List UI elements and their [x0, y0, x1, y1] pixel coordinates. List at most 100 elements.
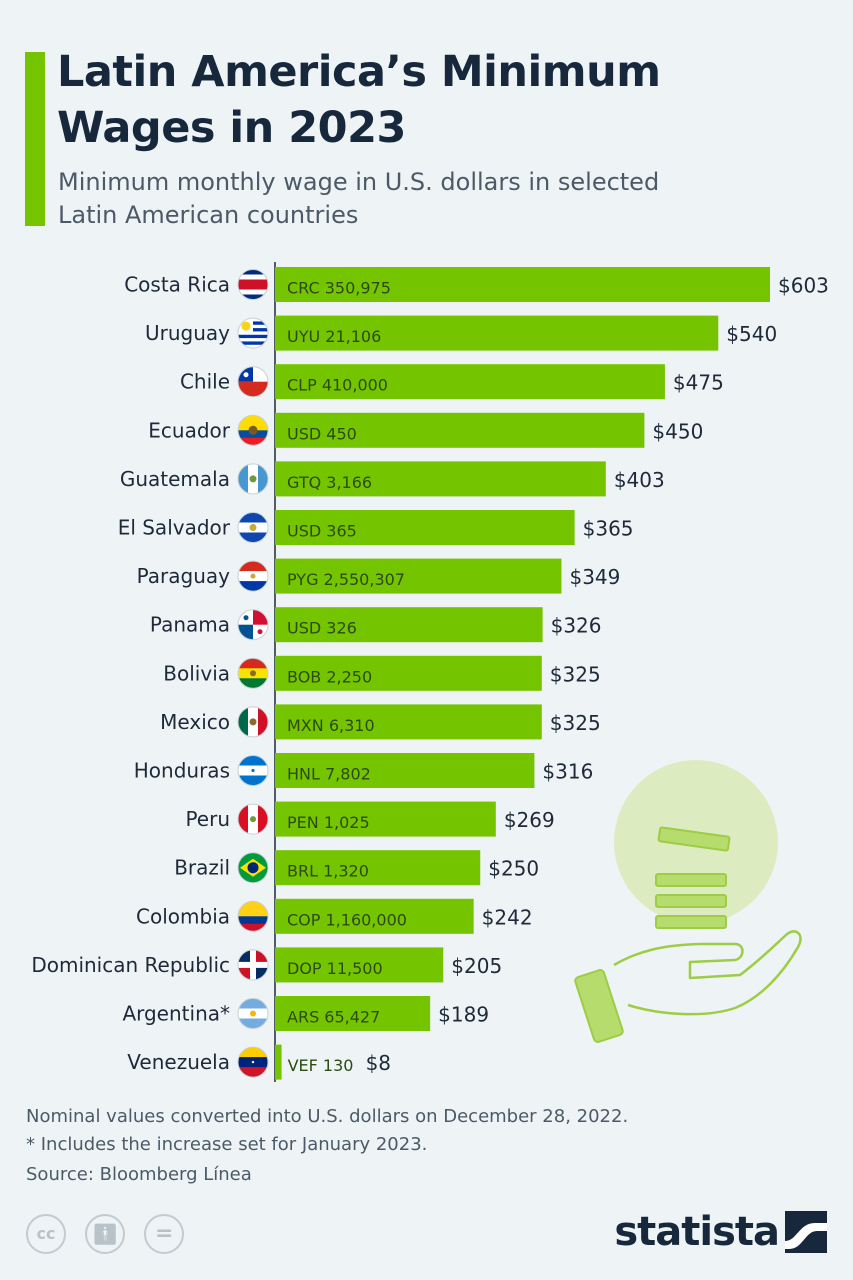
peru-flag-icon — [237, 803, 269, 835]
local-currency-label: BOB 2,250 — [287, 667, 372, 686]
creative-commons-icon[interactable]: cc — [26, 1214, 66, 1254]
paraguay-flag-icon — [237, 560, 269, 592]
value-label: $325 — [550, 662, 601, 686]
colombia-flag-icon — [237, 900, 269, 932]
category-label: Panama — [150, 613, 230, 637]
bar — [275, 996, 431, 1031]
local-currency-label: USD 365 — [287, 522, 357, 541]
bar-row: Mexico MXN 6,310 $325 — [160, 704, 601, 740]
category-label: Uruguay — [145, 321, 230, 345]
bar-row: Ecuador USD 450 $450 — [148, 412, 703, 448]
value-label: $475 — [673, 371, 724, 395]
bar — [275, 315, 719, 351]
statista-mark-icon — [785, 1211, 827, 1253]
uruguay-flag-icon — [237, 317, 269, 349]
bar-row: Uruguay UYU 21,106 $540 — [145, 315, 777, 351]
bar-row: Argentina* ARS 65,427 $189 — [122, 996, 489, 1031]
bar-row: Brazil BRL 1,320 $250 — [174, 850, 539, 886]
license-icons: cc 🚹︎ = — [26, 1214, 198, 1254]
value-label: $205 — [451, 954, 502, 978]
local-currency-label: HNL 7,802 — [287, 765, 371, 784]
bar-row: Colombia COP 1,160,000 $242 — [136, 898, 533, 934]
bolivia-flag-icon — [237, 657, 269, 689]
value-label: $269 — [504, 808, 555, 832]
argentina-flag-icon — [237, 998, 269, 1029]
category-label: Dominican Republic — [31, 953, 230, 977]
local-currency-label: UYU 21,106 — [287, 327, 381, 346]
bar — [275, 655, 542, 691]
bar — [275, 1044, 282, 1080]
page-title: Latin America’s Minimum Wages in 2023 — [57, 44, 817, 156]
brazil-flag-icon — [237, 852, 269, 884]
value-label: $316 — [542, 760, 593, 784]
value-label: $403 — [614, 468, 665, 492]
bar — [275, 947, 444, 983]
value-label: $326 — [551, 614, 602, 638]
category-label: Brazil — [174, 856, 230, 880]
attribution-icon[interactable]: 🚹︎ — [85, 1214, 126, 1254]
local-currency-label: PYG 2,550,307 — [287, 570, 405, 589]
category-label: Guatemala — [120, 467, 230, 491]
source-note: Source: Bloomberg Línea — [26, 1164, 252, 1185]
hand-outline — [613, 930, 802, 1016]
category-label: Mexico — [160, 710, 230, 734]
coin-1 — [655, 873, 727, 887]
footnote-2: * Includes the increase set for January … — [26, 1134, 428, 1155]
local-currency-label: GTQ 3,166 — [287, 473, 372, 492]
value-label: $365 — [583, 517, 634, 541]
local-currency-label: COP 1,160,000 — [287, 910, 407, 929]
category-label: Colombia — [136, 904, 230, 928]
bar-row: Venezuela VEF 130 $8 — [127, 1044, 391, 1080]
costa-rica-flag-icon — [237, 269, 269, 300]
venezuela-flag-icon — [237, 1046, 269, 1078]
bar — [275, 607, 543, 643]
el-salvador-flag-icon — [237, 512, 269, 543]
category-label: Honduras — [134, 759, 230, 783]
category-label: Paraguay — [137, 564, 231, 588]
category-label: Chile — [180, 370, 230, 394]
bar — [275, 510, 575, 545]
value-label: $540 — [726, 322, 777, 346]
bar-chart: Costa Rica CRC 350,975 $603 Uruguay UYU 21,1… — [31, 262, 829, 1082]
title-line-1: Latin America’s Minimum — [57, 47, 661, 97]
local-currency-label: VEF 130 — [288, 1056, 354, 1075]
no-derivatives-icon[interactable]: = — [144, 1214, 185, 1254]
bar-row: Guatemala GTQ 3,166 $403 — [120, 461, 665, 497]
category-label: Ecuador — [148, 418, 230, 442]
guatemala-flag-icon — [237, 463, 269, 495]
hand-coins-illustration — [574, 760, 802, 1043]
local-currency-label: MXN 6,310 — [287, 716, 375, 735]
ecuador-flag-icon — [237, 414, 269, 446]
subtitle-line-1: Minimum monthly wage in U.S. dollars in … — [58, 168, 660, 196]
value-label: $250 — [488, 857, 539, 881]
statista-logo[interactable]: statista — [614, 1206, 827, 1258]
bar — [275, 898, 474, 934]
mexico-flag-icon — [237, 706, 269, 738]
bar-row: El Salvador USD 365 $365 — [118, 510, 634, 545]
subtitle: Minimum monthly wage in U.S. dollars in … — [58, 166, 758, 232]
category-label: Argentina* — [122, 1002, 230, 1026]
bar-row: Bolivia BOB 2,250 $325 — [163, 655, 601, 691]
bar-row: Paraguay PYG 2,550,307 $349 — [137, 558, 620, 594]
footnote-1: Nominal values converted into U.S. dolla… — [26, 1106, 629, 1127]
bar — [275, 412, 645, 448]
local-currency-label: PEN 1,025 — [287, 813, 370, 832]
accent-bar — [25, 52, 45, 226]
bar-row: Peru PEN 1,025 $269 — [185, 801, 555, 837]
bar-row: Chile CLP 410,000 $475 — [180, 364, 724, 400]
category-label: Costa Rica — [124, 273, 230, 297]
local-currency-label: USD 450 — [287, 424, 357, 443]
coin-tilted — [657, 826, 731, 852]
bar — [275, 267, 770, 302]
bar — [275, 801, 496, 837]
chile-flag-icon — [237, 366, 269, 398]
local-currency-label: BRL 1,320 — [287, 862, 369, 881]
value-label: $8 — [366, 1051, 391, 1075]
bar — [275, 461, 606, 497]
bar — [275, 753, 535, 788]
value-label: $603 — [778, 274, 829, 298]
value-label: $450 — [652, 419, 703, 443]
cuff — [574, 969, 624, 1043]
bar — [275, 364, 665, 400]
category-label: Venezuela — [127, 1050, 230, 1074]
